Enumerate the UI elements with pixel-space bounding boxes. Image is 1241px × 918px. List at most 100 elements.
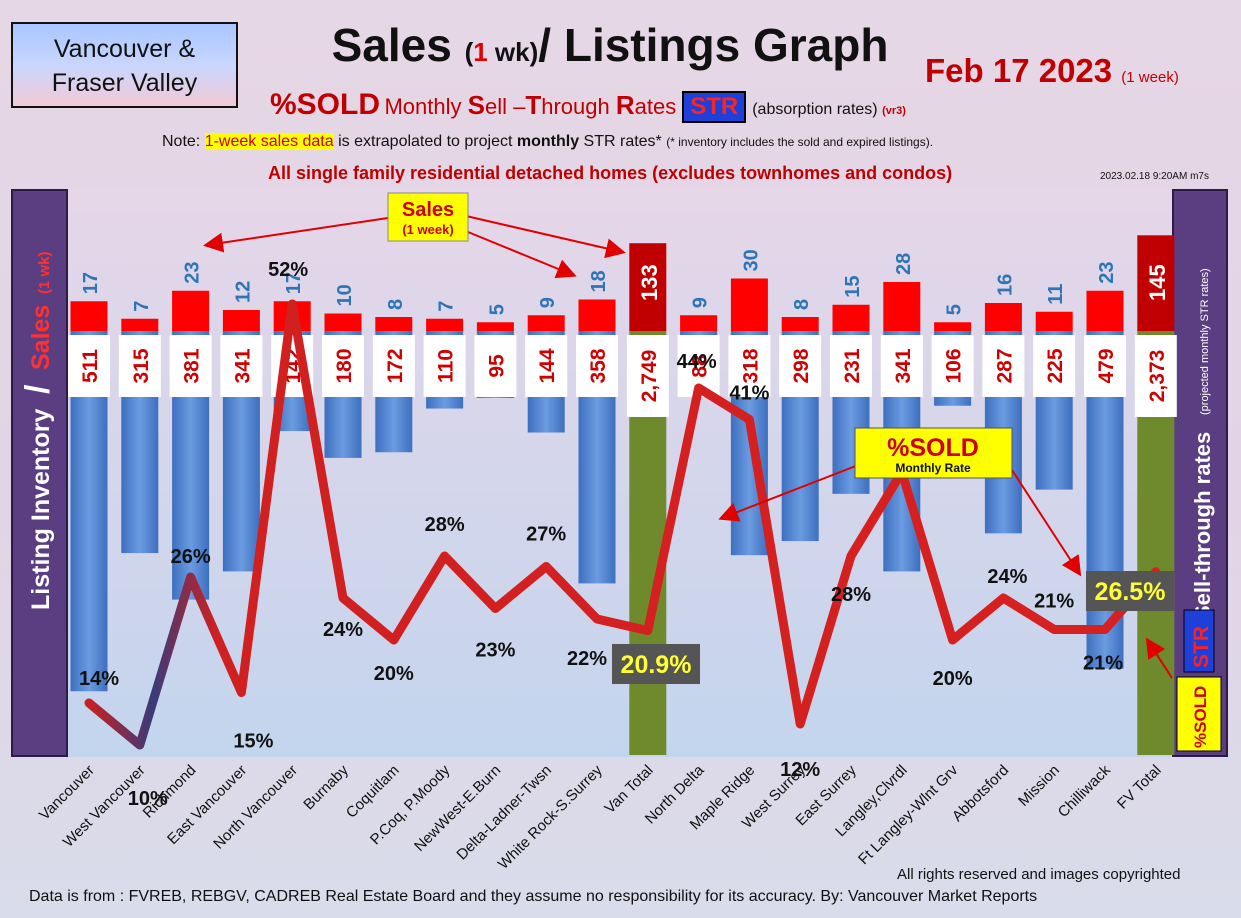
listing-value-label: 511: [79, 349, 102, 383]
listing-label-box: [372, 335, 415, 397]
sales-value-label: 23: [182, 262, 204, 284]
listing-value-label: 180: [333, 348, 356, 383]
sales-callout-title: Sales: [402, 199, 454, 221]
right-sold-badge-bg: [1176, 676, 1222, 752]
subtitle-sold: %SOLD: [270, 88, 381, 121]
sales-value-label: 133: [637, 264, 662, 301]
sold-percent-label: 20%: [933, 668, 973, 690]
sold-percent-label: 44%: [677, 351, 717, 373]
listing-value-label: 106: [943, 348, 966, 383]
chart-title: Sales (1 wk)/ Listings Graph: [300, 18, 920, 72]
sold-percent-label: 24%: [987, 566, 1027, 588]
sold-arrow-1: [718, 461, 867, 522]
sales-value-label: 145: [1145, 264, 1170, 301]
sold-total-label: 20.9%: [621, 651, 692, 679]
date-label: Feb 17 2023 (1 week): [925, 52, 1179, 90]
sold-percent-label: 20%: [374, 663, 414, 685]
left-axis-slash: /: [19, 384, 57, 394]
listing-label-box: [626, 335, 669, 417]
sales-bar: [934, 322, 972, 331]
subtitle-version: (vr3): [882, 105, 906, 117]
sales-bar: [324, 313, 362, 331]
title-part-e: / Listings Graph: [538, 19, 889, 71]
right-axis-main: Sell-through rates: [1190, 432, 1215, 620]
title-part-c: 1: [473, 37, 488, 67]
sold-line: [84, 299, 1161, 750]
sales-value-label: 28: [893, 253, 915, 275]
sold-line-path: [84, 299, 1161, 750]
subtitle-t: T: [525, 90, 542, 120]
listing-label-box: [169, 335, 212, 397]
listing-label-box: [118, 335, 161, 397]
subheading: All single family residential detached h…: [268, 163, 953, 183]
subtitle-c: hrough: [541, 94, 616, 119]
sold-callout-sub: Monthly Rate: [895, 461, 971, 475]
sales-value-label: 9: [537, 297, 559, 308]
sales-arrow-2: [465, 215, 626, 259]
listing-value-label: 144: [536, 348, 559, 383]
listing-label-box: [1134, 335, 1177, 417]
listing-label-box: [982, 335, 1025, 397]
listing-label-box: [474, 335, 517, 397]
category-label: FV Total: [1114, 762, 1165, 813]
left-axis-main: Listing Inventory: [27, 409, 55, 611]
right-sold-badge: %SOLD: [1191, 686, 1210, 748]
sold-percent-label: 23%: [475, 640, 515, 662]
right-str-badge: STR: [1190, 626, 1213, 668]
footer-rights: All rights reserved and images copyright…: [897, 866, 1181, 883]
listing-value-label: 172: [384, 348, 407, 383]
listing-value-label: 231: [841, 348, 864, 383]
sales-value-label: 17: [80, 272, 102, 294]
sales-value-label: 7: [436, 301, 458, 312]
sales-value-label: 15: [842, 276, 864, 298]
listing-label-box: [1033, 335, 1076, 397]
sold-callout-box: [854, 427, 1013, 479]
sold-arrow-2: [1011, 469, 1082, 577]
sales-value-label: 23: [1096, 262, 1118, 284]
sold-total-label: 26.5%: [1095, 578, 1166, 606]
note-rest: STR rates*: [579, 133, 667, 150]
category-label: Chilliwack: [1055, 761, 1115, 821]
sales-bar: [1137, 235, 1175, 331]
sales-arrow-3: [467, 231, 577, 279]
date-note: (1 week): [1121, 69, 1179, 86]
sales-value-label: 10: [334, 284, 356, 306]
listing-value-label: 298: [790, 348, 813, 383]
sold-percent-label: 22%: [567, 648, 607, 670]
sold-total-box: [1086, 571, 1174, 611]
listing-label-box: [1084, 335, 1126, 397]
note-line: Note: 1-week sales data is extrapolated …: [162, 133, 933, 151]
sold-percent-label: 27%: [526, 524, 566, 546]
listing-label-box: [880, 335, 923, 397]
listing-value-label: 225: [1044, 348, 1067, 383]
sold-percent-label: 10%: [128, 788, 168, 810]
sales-value-label: 7: [131, 301, 153, 312]
sold-percent-label: 26%: [171, 546, 211, 568]
listing-value-label: 318: [739, 348, 762, 383]
listing-label-box: [525, 335, 568, 397]
sales-arrow-1: [203, 217, 389, 253]
sales-value-label: 8: [385, 299, 407, 310]
listing-value-label: 287: [993, 348, 1016, 383]
listing-label-box: [220, 335, 263, 397]
left-axis-title: Listing Inventory / Sales (1 wk): [19, 251, 57, 610]
sales-bar: [172, 290, 210, 331]
sales-bar: [426, 318, 464, 331]
right-axis-sub: (projected monthly STR rates): [1199, 268, 1211, 415]
sold-percent-label: 14%: [79, 668, 119, 690]
listing-value-label: 358: [587, 348, 610, 383]
listing-value-label: 110: [435, 349, 458, 383]
sales-value-label: 5: [486, 304, 508, 315]
listing-value-label: 341: [892, 348, 915, 383]
listing-label-box: [322, 335, 364, 397]
sold-callout-title: %SOLD: [887, 434, 979, 462]
sales-bar: [984, 303, 1022, 331]
sold-total-box: [612, 644, 700, 684]
title-part-a: Sales: [331, 19, 465, 71]
category-label: Ft Langley-Wlnt Grv: [855, 761, 962, 868]
sold-percent-label: 41%: [729, 383, 769, 405]
listing-label-box: [423, 335, 466, 397]
listing-label-box: [68, 335, 110, 397]
listing-label-box: [728, 335, 771, 397]
